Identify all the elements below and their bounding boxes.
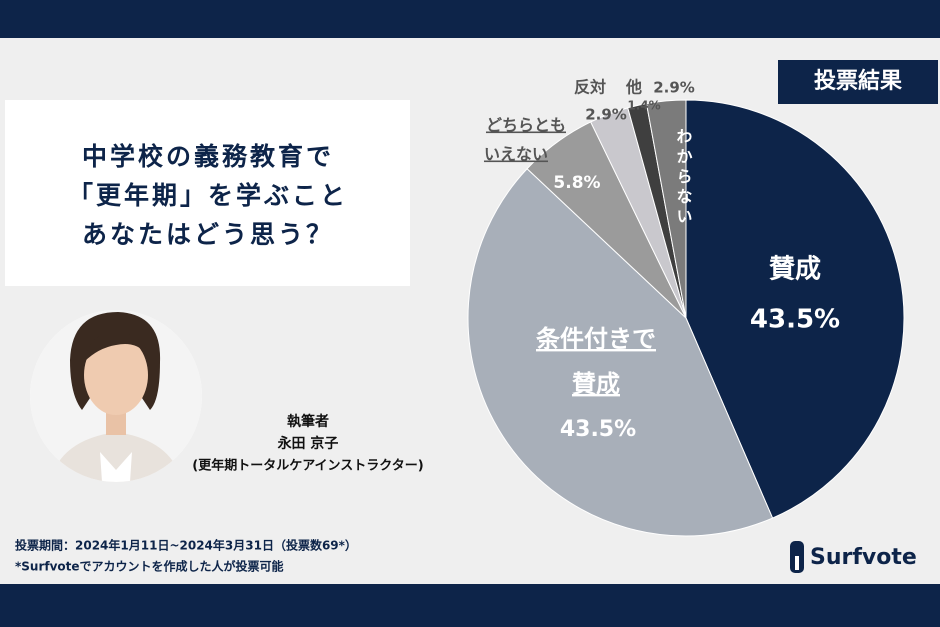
slice-label: 条件付きで: [536, 325, 656, 353]
slice-value-label: 1.4%: [627, 99, 660, 113]
slice-label: 賛成: [572, 370, 620, 398]
author-title: (更年期トータルケアインストラクター): [192, 458, 423, 474]
slice-value-label: 5.8%: [553, 173, 600, 193]
vote-period: 投票期間：2024年1月11日~2024年3月31日（投票数69*）: [15, 538, 357, 553]
badge: [778, 60, 938, 104]
slice-label: 賛成: [769, 255, 821, 285]
slice-label: わからない: [674, 128, 693, 228]
logo: Surfvote: [790, 541, 917, 573]
title-line: あなたはどう思う？: [82, 220, 334, 249]
pie-slice: [467, 168, 774, 537]
title-line: 中学校の義務教育で: [82, 142, 334, 171]
slice-value-label: 2.9%: [585, 106, 627, 124]
bottom-band: [0, 584, 940, 627]
title-line: 「更年期」を学ぶこと: [68, 181, 348, 210]
slice-label: 他: [625, 78, 642, 97]
slice-label: いえない: [484, 145, 548, 164]
slice-label: 反対: [574, 78, 606, 97]
badge-text: 投票結果: [814, 68, 902, 94]
author-role: 執筆者: [287, 413, 329, 430]
author-name: 永田 京子: [277, 435, 339, 452]
vote-note: *Surfvoteでアカウントを作成した人が投票可能: [15, 559, 284, 574]
slice-value-label: 2.9%: [653, 79, 695, 97]
title-box: [5, 100, 410, 286]
pie-slice: [685, 99, 905, 519]
slice-value-label: 43.5%: [750, 305, 840, 335]
logo-text: Surfvote: [810, 545, 917, 570]
portrait: [30, 310, 202, 482]
slice-value-label: 43.5%: [560, 417, 636, 442]
pie-slice: [645, 99, 687, 319]
top-band: [0, 0, 940, 38]
slice-label: どちらとも: [486, 116, 566, 135]
